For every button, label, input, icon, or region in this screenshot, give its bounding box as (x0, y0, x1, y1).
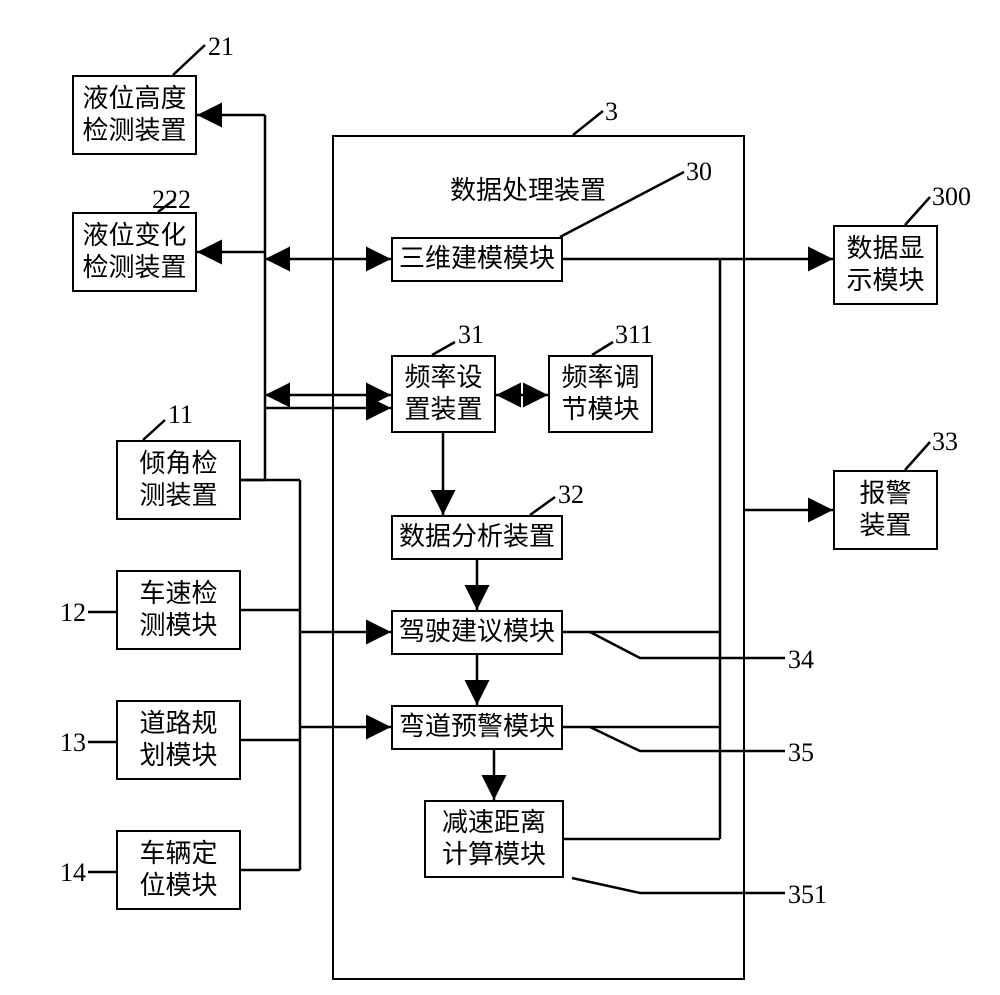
node-300: 数据显示模块 (833, 225, 938, 305)
edge-11-up (241, 408, 265, 480)
node-34-label: 驾驶建议模块 (399, 616, 555, 649)
ref-351: 351 (788, 880, 827, 910)
node-31-label: 频率设置装置 (404, 362, 482, 427)
ref-13: 13 (60, 728, 86, 758)
node-33: 报警装置 (833, 470, 938, 550)
node-14-label: 车辆定位模块 (139, 838, 217, 903)
node-21-label: 液位高度检测装置 (82, 83, 186, 148)
node-32-label: 数据分析装置 (399, 521, 555, 554)
node-35: 弯道预警模块 (391, 705, 563, 750)
node-14: 车辆定位模块 (116, 830, 241, 910)
node-30-label: 三维建模模块 (399, 243, 555, 276)
ref-21: 21 (208, 32, 234, 62)
ref-31: 31 (458, 320, 484, 350)
ref-12: 12 (60, 598, 86, 628)
leader-3 (573, 111, 603, 135)
node-33-label: 报警装置 (859, 478, 911, 543)
ref-35: 35 (788, 738, 814, 768)
leader-300 (905, 197, 930, 225)
node-11: 倾角检测装置 (116, 440, 241, 520)
ref-32: 32 (558, 480, 584, 510)
node-351: 减速距离计算模块 (424, 800, 564, 878)
node-32: 数据分析装置 (391, 515, 563, 560)
node-311-label: 频率调节模块 (561, 362, 639, 427)
ref-300: 300 (932, 182, 971, 212)
leader-21 (173, 45, 205, 75)
node-21: 液位高度检测装置 (72, 75, 197, 155)
ref-311: 311 (615, 320, 653, 350)
leader-11 (143, 420, 165, 440)
node-311: 频率调节模块 (548, 355, 653, 433)
ref-34: 34 (788, 645, 814, 675)
node-12-label: 车速检测模块 (139, 578, 217, 643)
node-34: 驾驶建议模块 (391, 610, 563, 655)
node-13: 道路规划模块 (116, 700, 241, 780)
node-222: 液位变化检测装置 (72, 212, 197, 292)
ref-3: 3 (605, 97, 618, 127)
ref-14: 14 (60, 858, 86, 888)
ref-33: 33 (932, 427, 958, 457)
node-30: 三维建模模块 (391, 237, 563, 282)
node-300-label: 数据显示模块 (846, 233, 924, 298)
node-31: 频率设置装置 (391, 355, 496, 433)
leader-33 (905, 442, 930, 470)
node-222-label: 液位变化检测装置 (82, 220, 186, 285)
container-title: 数据处理装置 (450, 170, 606, 207)
node-35-label: 弯道预警模块 (399, 711, 555, 744)
node-11-label: 倾角检测装置 (139, 448, 217, 513)
ref-222: 222 (152, 185, 191, 215)
ref-30: 30 (686, 157, 712, 187)
node-12: 车速检测模块 (116, 570, 241, 650)
node-13-label: 道路规划模块 (139, 708, 217, 773)
node-351-label: 减速距离计算模块 (442, 807, 546, 872)
ref-11: 11 (168, 400, 193, 430)
